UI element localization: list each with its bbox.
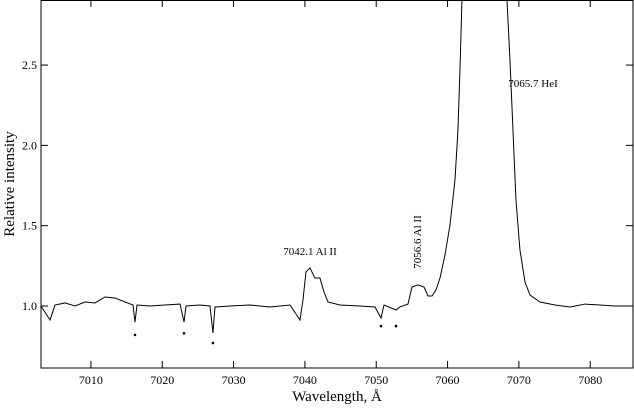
telluric-marker — [133, 333, 137, 337]
x-tick-label: 7030 — [222, 373, 246, 387]
x-tick-label: 7080 — [578, 373, 602, 387]
telluric-marker — [394, 324, 398, 328]
telluric-marker — [182, 332, 186, 335]
y-tick-label: 1.0 — [22, 299, 37, 313]
x-tick-label: 7020 — [150, 373, 174, 387]
plot-frame — [40, 0, 634, 369]
x-tick-label: 7060 — [436, 373, 460, 387]
x-axis-title: Wavelength, Å — [292, 389, 382, 405]
annotation: 7042.1 Al II — [283, 246, 337, 258]
x-tick-label: 7070 — [507, 373, 531, 387]
annotation: 7056.6 Al II — [412, 215, 424, 269]
telluric-marker — [379, 324, 383, 328]
telluric-marker — [211, 341, 215, 345]
x-tick-label: 7010 — [79, 373, 103, 387]
plot-area — [41, 0, 633, 345]
annotation: 7065.7 HeI — [508, 78, 558, 90]
spectrum-line — [41, 0, 633, 334]
y-tick-label: 2.5 — [22, 58, 37, 72]
x-tick-label: 7040 — [293, 373, 317, 387]
x-tick-label: 7050 — [364, 373, 388, 387]
y-tick-label: 1.5 — [22, 219, 37, 233]
y-axis-title: Relative intensity — [2, 131, 18, 237]
y-tick-label: 2.0 — [22, 138, 37, 152]
